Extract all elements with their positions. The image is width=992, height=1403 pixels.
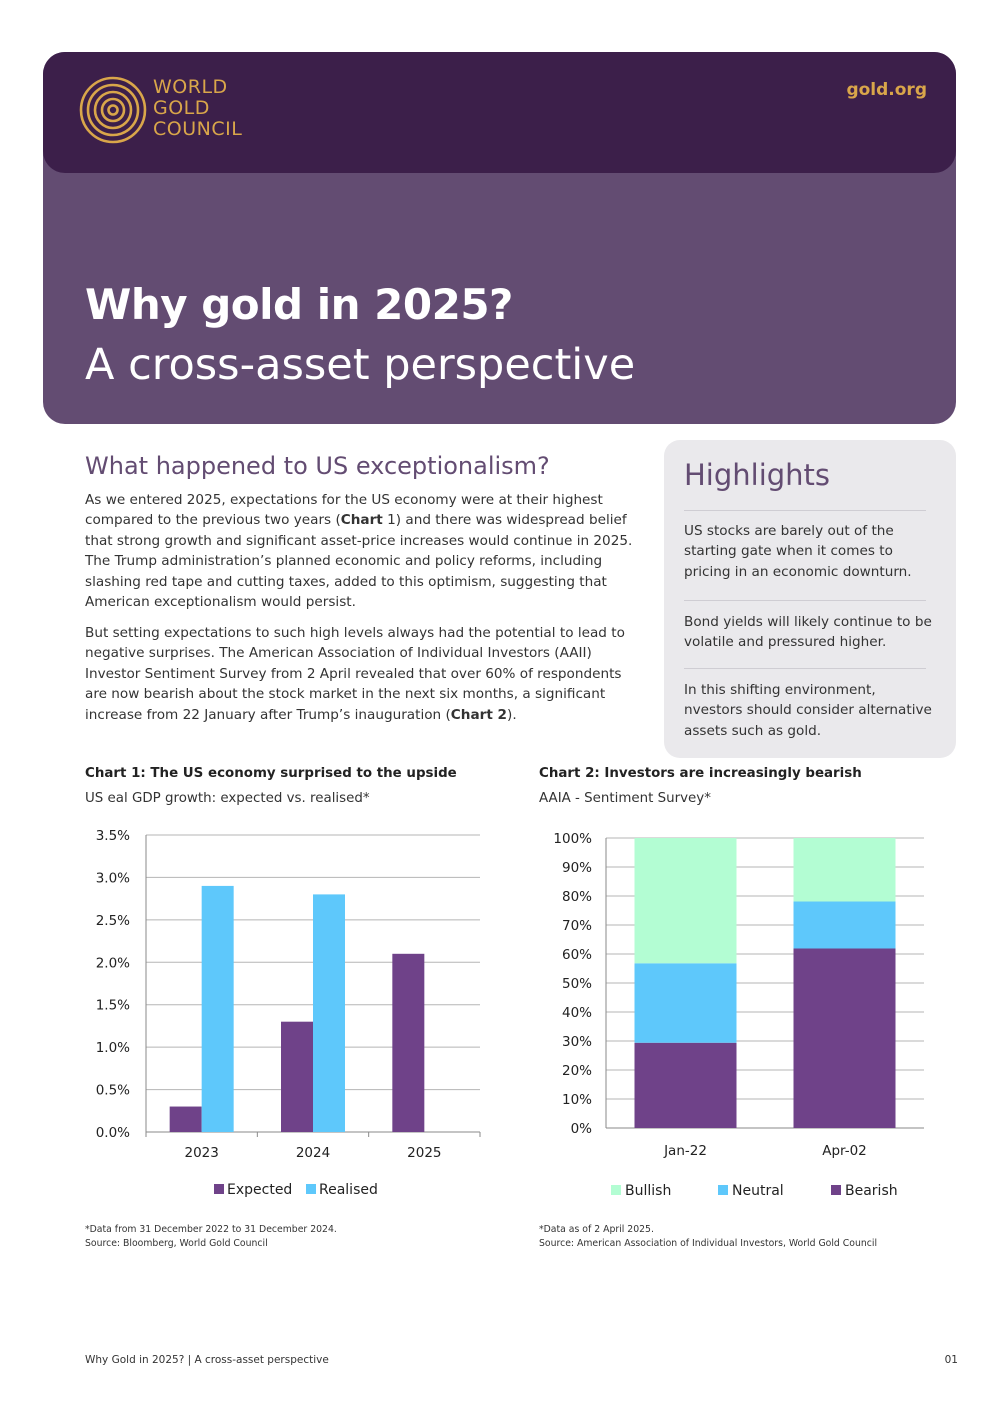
- text-run: But setting expectations to such high le…: [85, 625, 625, 723]
- legend-label: Realised: [319, 1182, 378, 1198]
- legend-swatch: [611, 1185, 621, 1195]
- x-tick-label: Apr-02: [822, 1143, 867, 1159]
- y-tick-label: 2.5%: [96, 913, 130, 929]
- y-tick-label: 80%: [562, 889, 592, 905]
- x-tick-label: 2024: [296, 1145, 330, 1161]
- chart-reference: Chart: [340, 512, 383, 529]
- legend-label: Bearish: [845, 1183, 898, 1199]
- divider: [684, 510, 926, 511]
- bar-bullish-Apr-02: [793, 838, 896, 902]
- divider: [684, 668, 926, 669]
- legend-label: Expected: [227, 1182, 292, 1198]
- chart2-title: Chart 2: Investors are increasingly bear…: [539, 766, 862, 781]
- logo-line: GOLD: [153, 97, 210, 119]
- chart2-source: Source: American Association of Individu…: [539, 1238, 878, 1249]
- legend-swatch: [306, 1184, 316, 1194]
- y-tick-label: 90%: [562, 860, 592, 876]
- bar-neutral-Apr-02: [793, 901, 896, 949]
- chart2-subtitle: AAIA - Sentiment Survey*: [539, 791, 711, 806]
- world-gold-council-logo-icon: [79, 76, 147, 144]
- bar-bearish-Apr-02: [793, 948, 896, 1128]
- bar-expected-2024: [281, 1021, 313, 1132]
- y-tick-label: 3.5%: [96, 828, 130, 844]
- logo-line: COUNCIL: [153, 118, 243, 140]
- y-tick-label: 10%: [562, 1092, 592, 1108]
- intro-paragraph-2: But setting expectations to such high le…: [85, 623, 635, 725]
- highlights-title: Highlights: [684, 458, 831, 492]
- page-title: Why gold in 2025?: [85, 280, 513, 329]
- text-run: ) and there was widespread belief that s…: [85, 512, 633, 611]
- text-run: ).: [507, 706, 517, 723]
- legend-label: Bullish: [625, 1183, 671, 1199]
- section-heading: What happened to US exceptionalism?: [85, 452, 550, 480]
- text-run: As we entered 2025, expectations for the…: [85, 492, 603, 529]
- page-subtitle: A cross-asset perspective: [85, 340, 636, 390]
- y-tick-label: 0.0%: [96, 1125, 130, 1141]
- y-tick-label: 3.0%: [96, 870, 130, 886]
- chart1-title: Chart 1: The US economy surprised to the…: [85, 766, 457, 781]
- bar-bullish-Jan-22: [634, 838, 737, 964]
- x-tick-label: Jan-22: [663, 1143, 707, 1159]
- bar-realised-2023: [201, 885, 234, 1132]
- header-band: [43, 52, 956, 173]
- highlights-panel: Highlights US stocks are barely out of t…: [664, 440, 956, 758]
- y-tick-label: 20%: [562, 1063, 592, 1079]
- y-tick-label: 0.5%: [96, 1083, 130, 1099]
- chart1-gdp-growth: 0.0% 0.5% 1.0% 1.5% 2.0% 2.5% 3.0% 3.5% 2023 2024…: [96, 828, 481, 1198]
- legend-swatch: [214, 1184, 224, 1194]
- chart1-subtitle: US eal GDP growth: expected vs. realised…: [85, 791, 370, 806]
- highlight-item: In this shifting environment, nvestors s…: [684, 682, 932, 739]
- y-tick-label: 1.5%: [96, 998, 130, 1014]
- y-tick-label: 2.0%: [96, 955, 130, 971]
- gold-org-link[interactable]: gold.org: [846, 80, 927, 100]
- bar-expected-2025: [392, 953, 425, 1132]
- hero-banner: WORLD GOLD COUNCIL gold.org Why gold in …: [43, 52, 956, 424]
- legend-swatch: [718, 1185, 728, 1195]
- chart1-source: Source: Bloomberg, World Gold Council: [85, 1238, 268, 1249]
- chart2-sentiment-survey: 0% 10% 20% 30% 40% 50% 60% 70% 80% 90% 100% Jan-22 A…: [553, 831, 924, 1199]
- highlight-item: Bond yields will likely continue to be v…: [684, 614, 932, 651]
- y-tick-label: 40%: [562, 1005, 592, 1021]
- y-tick-label: 1.0%: [96, 1040, 130, 1056]
- y-tick-label: 60%: [562, 947, 592, 963]
- y-tick-label: 0%: [571, 1121, 593, 1137]
- bar-expected-2023: [169, 1106, 202, 1132]
- divider: [684, 600, 926, 601]
- y-tick-label: 50%: [562, 976, 592, 992]
- y-tick-label: 70%: [562, 918, 592, 934]
- logo-line: WORLD: [153, 76, 228, 98]
- chart-reference: Chart 2: [450, 706, 508, 723]
- chart1-note: *Data from 31 December 2022 to 31 Decemb…: [85, 1224, 337, 1235]
- x-tick-label: 2025: [407, 1145, 441, 1161]
- logo-wordmark: WORLD GOLD COUNCIL: [153, 77, 242, 140]
- highlight-item: US stocks are barely out of the starting…: [684, 523, 912, 580]
- y-tick-label: 100%: [553, 831, 592, 847]
- x-tick-label: 2023: [184, 1145, 218, 1161]
- y-tick-label: 30%: [562, 1034, 592, 1050]
- page-number: 01: [944, 1354, 958, 1366]
- intro-paragraph-1: As we entered 2025, expectations for the…: [85, 490, 635, 612]
- text-run: 1: [382, 512, 396, 529]
- bar-neutral-Jan-22: [634, 963, 737, 1043]
- chart2-note: *Data as of 2 April 2025.: [539, 1224, 654, 1235]
- legend-label: Neutral: [732, 1183, 784, 1199]
- bar-realised-2024: [313, 894, 345, 1132]
- legend-swatch: [831, 1185, 841, 1195]
- bar-bearish-Jan-22: [634, 1042, 737, 1128]
- footer-document-title: Why Gold in 2025? | A cross-asset perspe…: [85, 1354, 329, 1366]
